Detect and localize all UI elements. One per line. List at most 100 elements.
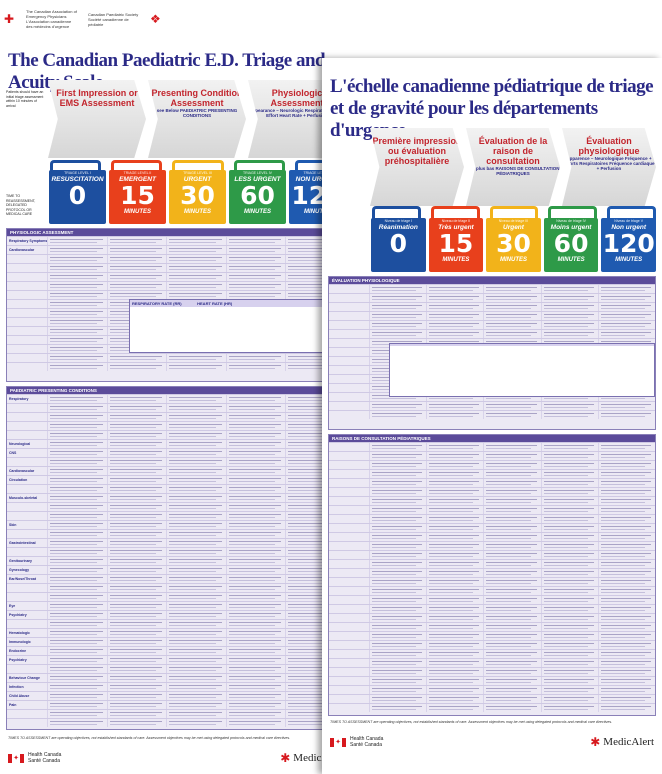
step-physiologic-fr: Évaluation physiologique Apparence – Neu… — [562, 128, 656, 206]
table-cell — [285, 530, 345, 538]
row-label — [329, 515, 369, 523]
table-cell — [106, 656, 167, 664]
row-label — [329, 339, 369, 347]
table-cell — [106, 354, 167, 362]
table-cell — [166, 656, 226, 664]
level-non-urgent-fr: Niveau de triage V Non urgent 120 MINUTE… — [601, 218, 656, 272]
time-note-fr — [328, 218, 368, 272]
table-cell — [106, 458, 167, 466]
table-cell — [47, 629, 107, 637]
table-row: Respiratory Symptoms — [7, 236, 345, 245]
table-cell — [47, 584, 107, 592]
row-label — [329, 596, 369, 604]
table-row: Child Abuse — [7, 691, 345, 700]
table-cell — [285, 512, 345, 520]
row-label — [329, 650, 369, 658]
table-cell — [285, 291, 345, 299]
table-row — [7, 511, 345, 520]
table-cell — [597, 578, 655, 586]
line-level-4 — [233, 160, 285, 176]
health-canada-logo-fr: ✦ Health Canada Santé Canada — [330, 736, 383, 748]
table-cell — [106, 539, 167, 547]
table-cell — [426, 587, 483, 595]
table-row — [7, 403, 345, 412]
row-label — [7, 512, 47, 520]
table-cell — [225, 512, 286, 520]
row-label — [329, 569, 369, 577]
row-label: Respiratory — [9, 397, 29, 401]
table-cell — [483, 578, 540, 586]
table-cell — [225, 467, 286, 475]
table-cell — [369, 330, 426, 338]
table-cell — [369, 303, 426, 311]
table-cell — [597, 330, 655, 338]
table-cell — [47, 273, 107, 281]
table-cell — [47, 701, 107, 709]
table-cell — [540, 551, 598, 559]
table-cell — [47, 395, 107, 403]
table-cell — [47, 291, 107, 299]
table-cell — [597, 659, 655, 667]
table-cell — [426, 524, 483, 532]
table-cell — [166, 431, 226, 439]
physiologic-assessment-table: PHYSIOLOGIC ASSESSMENT Respiratory Sympt… — [6, 228, 346, 382]
table-row — [329, 329, 655, 338]
table-cell — [285, 656, 345, 664]
canada-flag-icon-fr: ✦ — [330, 737, 346, 747]
table-cell — [597, 686, 655, 694]
table-row — [7, 412, 345, 421]
table-row — [329, 532, 655, 541]
table-row — [329, 550, 655, 559]
table-cell — [597, 641, 655, 649]
level-urgent: TRIAGE LEVEL III URGENT 30 MINUTES — [169, 170, 226, 224]
row-label — [329, 623, 369, 631]
table-cell — [225, 620, 286, 628]
triage-levels: TIME TO REASSESSMENT, DELEGATED PROTOCOL… — [6, 170, 346, 224]
medicalert-star-icon-fr: ✱ — [590, 734, 601, 749]
table-cell — [540, 452, 598, 460]
table-cell — [597, 569, 655, 577]
table-cell — [285, 638, 345, 646]
table-row — [329, 568, 655, 577]
row-label — [329, 560, 369, 568]
table-cell — [225, 255, 286, 263]
table-cell — [369, 695, 426, 703]
table-row — [329, 496, 655, 505]
table-cell — [225, 539, 286, 547]
table-cell — [47, 422, 107, 430]
table-cell — [426, 461, 483, 469]
table-cell — [597, 668, 655, 676]
step-first-impression-fr: Première impression ou évaluation préhos… — [370, 128, 464, 206]
table-cell — [369, 294, 426, 302]
table-cell — [483, 488, 540, 496]
table-cell — [597, 650, 655, 658]
row-label — [329, 470, 369, 478]
table-cell — [225, 363, 286, 371]
table-cell — [47, 467, 107, 475]
table-cell — [47, 719, 107, 727]
table-cell — [483, 294, 540, 302]
row-label — [329, 641, 369, 649]
table-cell — [597, 614, 655, 622]
line-level-4-fr — [548, 206, 598, 222]
row-label: Cardiovascular — [9, 248, 35, 252]
table-cell — [166, 620, 226, 628]
table-cell — [166, 273, 226, 281]
table-cell — [47, 363, 107, 371]
table-cell — [225, 629, 286, 637]
row-label — [329, 551, 369, 559]
table-cell — [369, 461, 426, 469]
table-cell — [225, 656, 286, 664]
health-canada-logo: ✦ Health Canada Santé Canada — [8, 752, 61, 764]
table-cell — [540, 303, 598, 311]
table-row — [329, 487, 655, 496]
row-label — [329, 605, 369, 613]
table-cell — [106, 665, 167, 673]
table-cell — [426, 294, 483, 302]
level-reanimation: Niveau de triage I Réanimation 0 — [371, 218, 426, 272]
table-cell — [540, 515, 598, 523]
table-cell — [369, 569, 426, 577]
table-cell — [166, 291, 226, 299]
table-cell — [225, 611, 286, 619]
table-cell — [47, 336, 107, 344]
